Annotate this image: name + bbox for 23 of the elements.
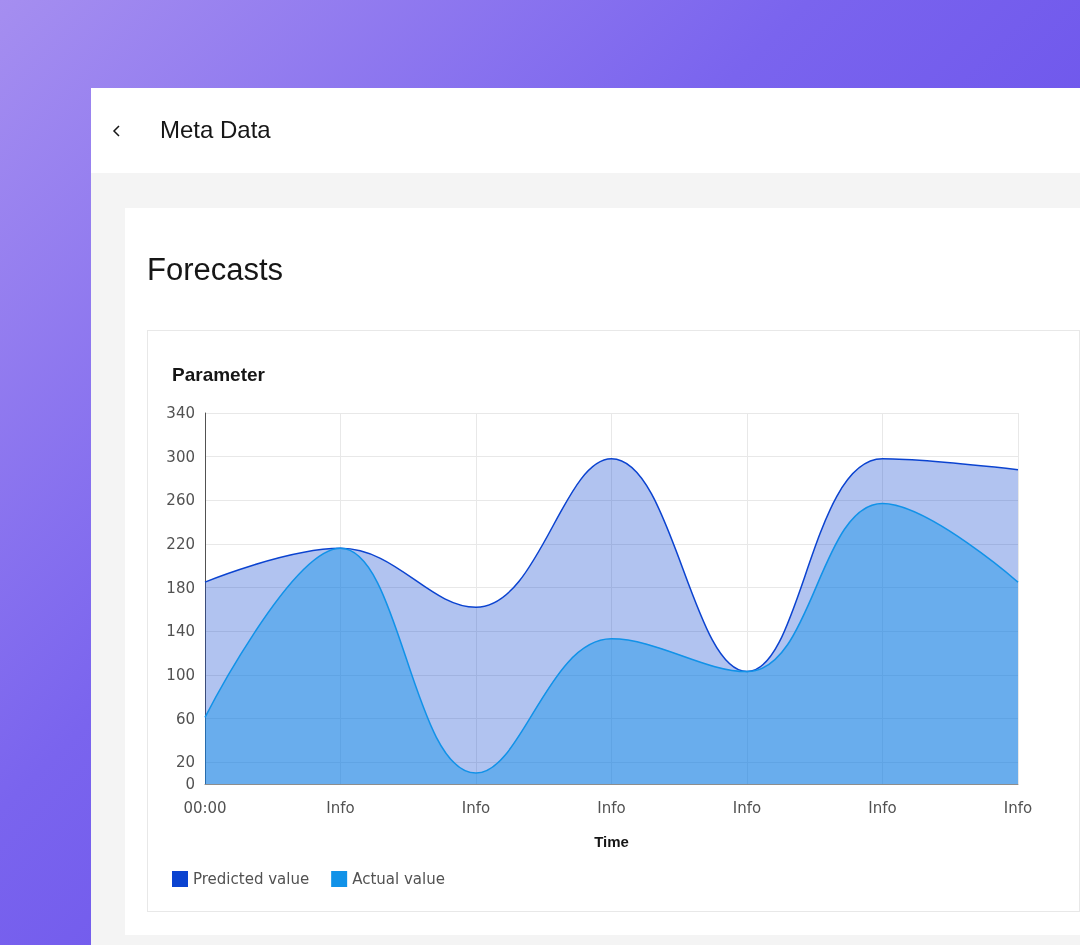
- x-tick-label: Info: [461, 798, 491, 817]
- legend-label: Predicted value: [193, 870, 310, 888]
- y-tick-label: 180: [166, 578, 195, 597]
- y-tick-label: 300: [166, 447, 195, 466]
- y-tick-label: 260: [166, 491, 195, 510]
- legend-label: Actual value: [352, 870, 445, 888]
- y-tick-label: 0: [185, 775, 195, 793]
- x-tick-label: Info: [1003, 798, 1033, 817]
- y-tick-label: 20: [175, 753, 195, 772]
- text: Meta Data: [160, 116, 271, 144]
- x-tick-label: Info: [868, 798, 897, 817]
- x-axis-title: Time: [594, 833, 629, 850]
- x-tick-label: Info: [326, 798, 355, 817]
- text: Forecasts: [147, 252, 284, 288]
- y-tick-label: 100: [166, 665, 195, 684]
- x-tick-label: 00:00: [183, 798, 227, 817]
- x-tick-label: Info: [732, 798, 762, 817]
- y-tick-label: 140: [166, 622, 195, 641]
- x-tick-label: Info: [597, 798, 626, 817]
- chart-title: Parameter: [172, 364, 266, 385]
- y-tick-label: 340: [166, 404, 195, 422]
- y-tick-label: 60: [175, 709, 195, 728]
- y-tick-label: 220: [166, 534, 195, 553]
